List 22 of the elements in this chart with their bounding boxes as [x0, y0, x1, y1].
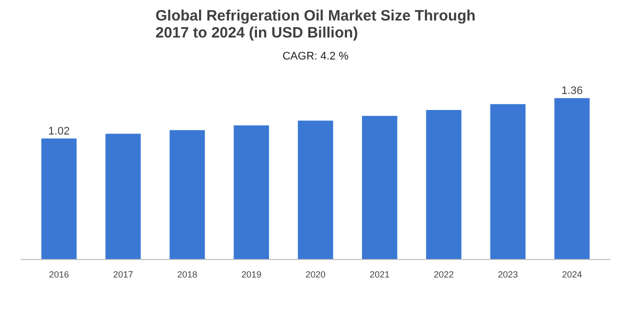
- x-tick-label: 2017: [113, 270, 134, 280]
- bar: [105, 134, 141, 260]
- bar: [170, 130, 205, 260]
- bar: [41, 138, 77, 260]
- data-label: 1.36: [561, 85, 583, 98]
- bar: [362, 116, 398, 260]
- x-tick-label: 2022: [434, 270, 454, 280]
- x-tick-label: 2023: [498, 270, 518, 280]
- x-tick-label: 2016: [48, 270, 69, 280]
- x-tick-label: 2020: [305, 270, 326, 280]
- bar: [426, 110, 462, 260]
- bar: [298, 120, 334, 260]
- bar: [554, 98, 590, 260]
- data-label: 1.02: [48, 125, 70, 138]
- bar: [234, 125, 270, 260]
- chart-title: Global Refrigeration Oil Market Size Through 2017 to 2024 (in USD Billion): [155, 8, 476, 42]
- x-tick-label: 2019: [241, 270, 262, 280]
- bar: [490, 104, 526, 260]
- x-tick-label: 2024: [562, 270, 582, 280]
- x-tick-label: 2021: [370, 270, 390, 280]
- text: CAGR: 4.2 %: [282, 50, 349, 63]
- x-tick-label: 2018: [177, 270, 198, 280]
